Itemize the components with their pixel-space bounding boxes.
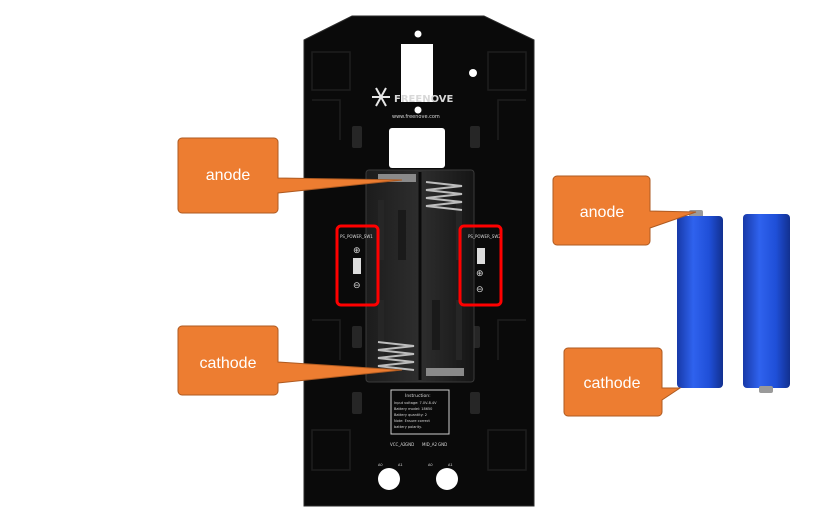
mount-hole — [378, 468, 400, 490]
connector-label: GND — [438, 442, 447, 447]
callout-board-cathode: cathode — [177, 325, 403, 396]
top-spring-icon — [425, 181, 463, 211]
bottom-label: A1 — [398, 463, 403, 467]
svg-text:cathode: cathode — [584, 375, 641, 392]
right-switch-highlight — [458, 224, 503, 307]
right-polarity-marker: PS_POWER_SW2 ⊕ ⊖ — [468, 234, 501, 295]
instruction-line: battery polarity. — [394, 425, 422, 429]
instruction-box: Instruction: Input voltage: 7.0V-8.4V Ba… — [390, 389, 450, 435]
bottom-spring-icon — [377, 341, 415, 371]
svg-text:⊖: ⊖ — [353, 281, 361, 291]
top-contact-plate — [378, 174, 416, 182]
mount-hole — [436, 468, 458, 490]
battery-right — [743, 214, 790, 393]
bottom-contact-plate — [426, 368, 464, 376]
battery-left — [677, 210, 723, 388]
instruction-line: Note: Ensure correct — [394, 419, 431, 423]
instruction-line: Input voltage: 7.0V-8.4V — [394, 401, 437, 405]
bottom-label: A1 — [448, 463, 453, 467]
svg-text:PS_POWER_SW2: PS_POWER_SW2 — [468, 234, 501, 239]
freenove-logo-icon — [372, 87, 390, 107]
connector-label: MID_A2 — [422, 442, 437, 447]
svg-text:PS_POWER_SW1: PS_POWER_SW1 — [340, 234, 373, 239]
svg-text:⊕: ⊕ — [353, 246, 361, 256]
instruction-line: Instruction: — [405, 393, 431, 399]
mount-hole — [414, 106, 422, 114]
mount-hole — [469, 69, 477, 77]
svg-text:anode: anode — [580, 204, 625, 221]
pcb-board: FREENOVE www.freenove.com PS_POWER_SW1 ⊕ — [303, 15, 535, 507]
brand-url: www.freenove.com — [392, 114, 440, 120]
battery-anode-cap — [759, 386, 773, 393]
svg-text:⊕: ⊕ — [476, 269, 484, 279]
svg-text:⊖: ⊖ — [476, 285, 484, 295]
side-pads — [352, 126, 480, 414]
bottom-label: A0 — [428, 463, 433, 467]
mount-hole — [414, 30, 422, 38]
callout-board-anode: anode — [177, 137, 403, 214]
instruction-line: Battery quantity: 2 — [394, 413, 427, 417]
svg-text:anode: anode — [206, 167, 251, 184]
left-switch-highlight — [335, 224, 380, 307]
board-decorations — [311, 51, 527, 471]
battery-holder — [365, 169, 475, 383]
svg-text:cathode: cathode — [200, 355, 257, 372]
connector-label: GND — [405, 442, 414, 447]
center-cutout — [389, 128, 445, 168]
instruction-line: Battery model: 18650 — [394, 407, 432, 411]
top-slot — [401, 44, 433, 102]
callout-battery-anode: anode — [552, 175, 697, 246]
brand-text: FREENOVE — [394, 94, 454, 105]
left-polarity-marker: PS_POWER_SW1 ⊕ ⊖ — [340, 234, 373, 291]
bottom-label: A0 — [378, 463, 383, 467]
connector-label: VCC_A2 — [390, 442, 406, 447]
callout-battery-cathode: cathode — [563, 347, 682, 417]
